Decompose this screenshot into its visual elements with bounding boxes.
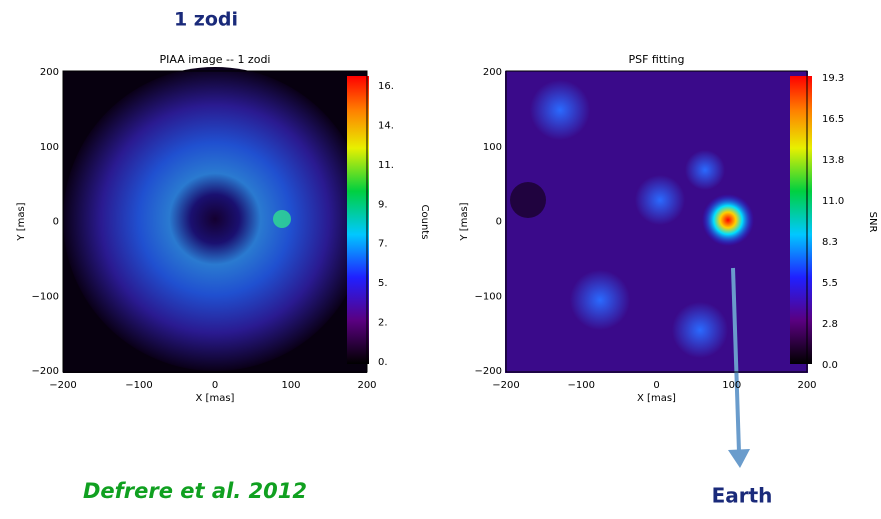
planet-spot (702, 194, 754, 246)
colorbar-tick-label: 16.5 (822, 114, 844, 125)
colorbar (347, 76, 369, 364)
y-axis-label: Y [mas] (16, 202, 27, 241)
y-tick-label: 100 (40, 142, 59, 153)
slide: 1 zodi Defrere et al. 2012 Earth PIAA im… (0, 0, 881, 515)
x-axis-label: X [mas] (637, 393, 676, 404)
noise-blob (635, 175, 685, 225)
x-axis-label: X [mas] (196, 393, 235, 404)
colorbar (790, 76, 812, 364)
colorbar-tick-label: 19.3 (822, 73, 844, 84)
planet-spot (273, 210, 291, 228)
colorbar-tick-label: 16. (378, 81, 394, 92)
y-tick-label: 200 (40, 67, 59, 78)
noise-blob (530, 80, 590, 140)
colorbar-tick-label: 9. (378, 199, 388, 210)
x-tick-label: −100 (568, 380, 595, 391)
y-tick-label: −200 (32, 366, 59, 377)
x-tick-label: −200 (49, 380, 76, 391)
panel-title: PIAA image -- 1 zodi (160, 53, 271, 66)
y-tick-label: −200 (475, 366, 502, 377)
colorbar-tick-label: 13.8 (822, 155, 844, 166)
colorbar-tick-label: 8.3 (822, 237, 838, 248)
noise-blob (672, 302, 728, 358)
colorbar-tick-label: 5.5 (822, 278, 838, 289)
y-tick-label: −100 (32, 291, 59, 302)
citation: Defrere et al. 2012 (83, 479, 307, 503)
colorbar-tick-label: 2.8 (822, 319, 838, 330)
y-tick-label: 200 (483, 67, 502, 78)
y-tick-label: 0 (53, 217, 59, 228)
x-tick-label: 200 (357, 380, 376, 391)
x-tick-label: 100 (722, 380, 741, 391)
colorbar-tick-label: 11.0 (822, 196, 844, 207)
colorbar-label: SNR (867, 212, 878, 233)
colorbar-tick-label: 0. (378, 357, 388, 368)
slide-title: 1 zodi (174, 9, 238, 31)
colorbar-tick-label: 0.0 (822, 360, 838, 371)
colorbar-tick-label: 2. (378, 318, 388, 329)
panel-title: PSF fitting (628, 53, 684, 66)
colorbar-tick-label: 14. (378, 120, 394, 131)
colorbar-label: Counts (419, 205, 430, 240)
y-tick-label: 0 (496, 217, 502, 228)
x-tick-label: 100 (281, 380, 300, 391)
noise-blob (685, 150, 725, 190)
colorbar-tick-label: 5. (378, 278, 388, 289)
x-tick-label: −200 (492, 380, 519, 391)
x-tick-label: 0 (653, 380, 659, 391)
noise-blob (570, 270, 630, 330)
x-tick-label: 200 (797, 380, 816, 391)
y-tick-label: 100 (483, 142, 502, 153)
arrow-head (728, 449, 750, 468)
y-tick-label: −100 (475, 291, 502, 302)
x-tick-label: 0 (212, 380, 218, 391)
noise-blob (510, 182, 546, 218)
colorbar-tick-label: 7. (378, 239, 388, 250)
colorbar-tick-label: 11. (378, 160, 394, 171)
y-axis-label: Y [mas] (459, 202, 470, 241)
x-tick-label: −100 (125, 380, 152, 391)
annotation: Earth (712, 484, 773, 508)
zodi-halo (63, 67, 367, 371)
